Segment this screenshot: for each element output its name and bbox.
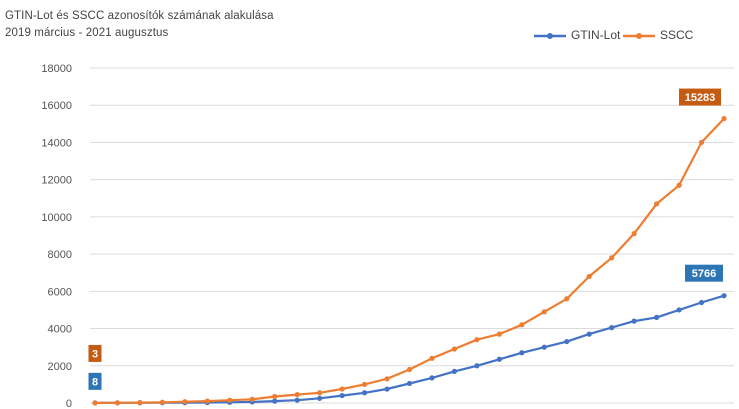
data-label-sscc-end-box	[679, 88, 721, 106]
data-point-sscc	[564, 296, 570, 302]
y-tick-label: 14000	[41, 137, 72, 149]
data-point-sscc	[721, 115, 727, 122]
data-point-gtin-lot	[496, 356, 502, 362]
data-point-gtin-lot	[586, 331, 592, 337]
data-point-sscc	[317, 390, 323, 396]
chart-subtitle: 2019 március - 2021 augusztus	[5, 27, 169, 39]
data-point-sscc	[586, 273, 592, 280]
legend-swatch-sscc	[623, 33, 655, 39]
data-point-gtin-lot	[564, 338, 570, 345]
data-point-sscc	[541, 309, 547, 315]
series-line-sscc	[94, 117, 725, 404]
data-point-gtin-lot	[676, 307, 682, 313]
data-point-sscc	[272, 393, 278, 400]
data-point-gtin-lot	[294, 397, 300, 403]
legend-label-sscc: SSCC	[660, 28, 694, 42]
data-point-sscc	[137, 400, 143, 406]
data-point-sscc	[249, 396, 255, 402]
data-point-sscc	[182, 399, 188, 405]
data-point-gtin-lot	[474, 363, 480, 369]
data-point-sscc	[654, 201, 660, 207]
data-point-gtin-lot	[361, 390, 368, 396]
data-point-gtin-lot	[609, 325, 615, 331]
data-point-sscc	[676, 182, 682, 188]
y-tick-label: 8000	[48, 249, 72, 261]
data-point-gtin-lot	[272, 398, 278, 404]
data-label-gtin-lot-end-box	[685, 264, 723, 282]
data-point-gtin-lot	[317, 395, 323, 401]
data-point-gtin-lot	[721, 293, 727, 299]
data-label-sscc-end: 15283	[685, 92, 716, 104]
data-point-sscc	[114, 400, 121, 406]
data-point-gtin-lot	[429, 375, 435, 381]
data-label-sscc-start: 3	[92, 348, 98, 360]
y-tick-label: 18000	[41, 63, 72, 75]
data-point-sscc	[159, 399, 165, 405]
data-point-sscc	[92, 400, 98, 406]
data-point-sscc	[384, 376, 390, 382]
data-point-sscc	[451, 346, 458, 352]
data-point-sscc	[496, 331, 502, 337]
legend-swatch-gtin-lot	[534, 33, 566, 39]
y-tick-label: 2000	[48, 361, 72, 373]
series-line-gtin-lot	[94, 294, 725, 404]
y-tick-label: 10000	[41, 212, 72, 224]
data-point-sscc	[609, 255, 615, 261]
data-point-sscc	[519, 322, 525, 328]
y-tick-label: 4000	[48, 324, 72, 336]
data-label-gtin-lot-start: 8	[92, 376, 98, 388]
data-point-gtin-lot	[451, 368, 458, 374]
data-point-sscc	[204, 398, 210, 404]
data-label-gtin-lot-start-box	[88, 372, 102, 390]
data-label-gtin-lot-end: 5766	[692, 268, 716, 280]
data-point-sscc	[406, 366, 413, 373]
data-point-sscc	[698, 139, 705, 146]
data-point-sscc	[339, 386, 345, 392]
data-label-sscc-start-box	[88, 344, 102, 362]
data-point-gtin-lot	[406, 380, 413, 387]
data-point-sscc	[631, 231, 637, 237]
data-point-sscc	[294, 392, 300, 398]
data-point-gtin-lot	[519, 350, 525, 356]
y-tick-label: 16000	[41, 100, 72, 112]
y-tick-label: 12000	[41, 175, 72, 187]
data-point-gtin-lot	[384, 386, 390, 392]
data-point-gtin-lot	[698, 299, 705, 306]
legend-label-gtin-lot: GTIN-Lot	[571, 28, 621, 42]
data-point-gtin-lot	[631, 318, 637, 324]
data-point-gtin-lot	[654, 314, 660, 320]
data-point-sscc	[429, 355, 435, 361]
data-point-gtin-lot	[541, 344, 547, 350]
y-tick-label: 0	[66, 398, 72, 409]
data-point-sscc	[361, 381, 368, 387]
y-tick-label: 6000	[48, 286, 72, 298]
data-point-gtin-lot	[339, 392, 345, 399]
data-point-sscc	[227, 397, 233, 403]
data-point-sscc	[474, 337, 480, 343]
chart-title: GTIN-Lot és SSCC azonosítók számának ala…	[5, 10, 274, 22]
